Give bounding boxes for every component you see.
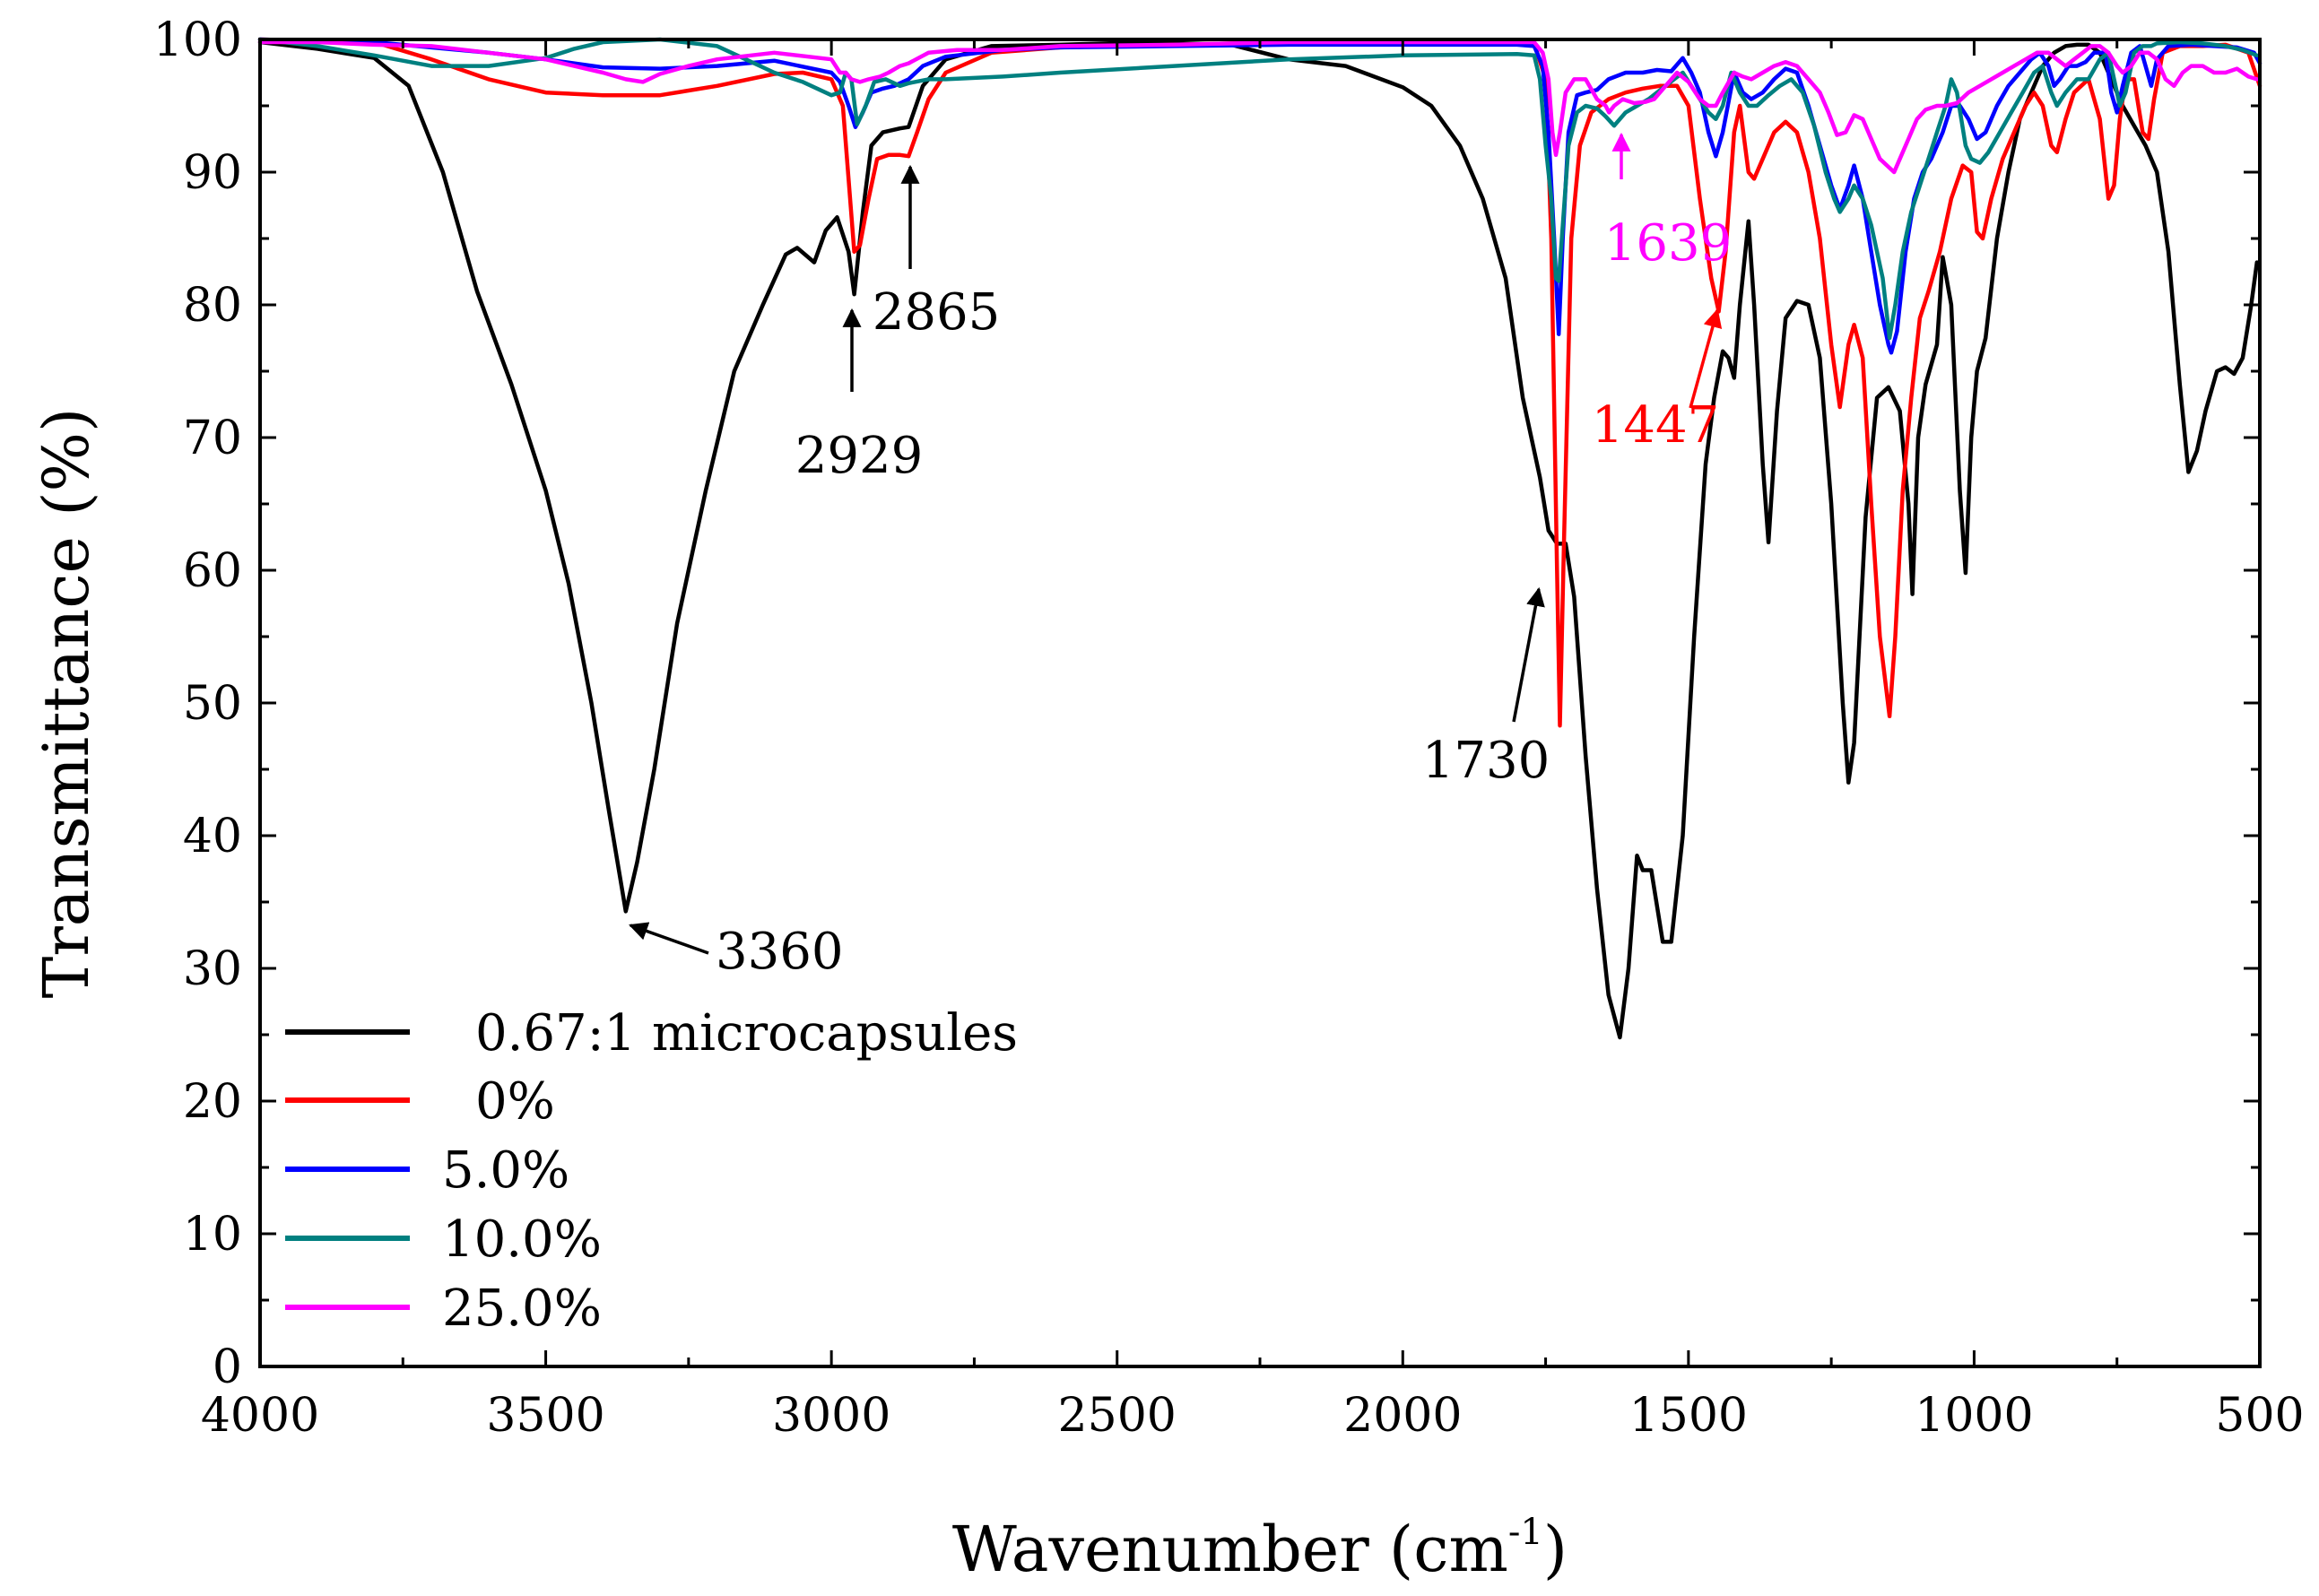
x-tick-label: 2000: [1343, 1389, 1462, 1443]
y-tick-label: 60: [183, 544, 242, 598]
legend-label: 10.0%: [442, 1210, 602, 1269]
annotation-arrow: [629, 922, 709, 955]
y-tick-label: 100: [153, 13, 242, 67]
annotation-arrow: [1512, 586, 1545, 723]
x-tick-label: 3500: [486, 1389, 604, 1443]
y-tick-label: 70: [183, 412, 242, 465]
series-layer: [257, 37, 2263, 1040]
x-tick-label: 1000: [1915, 1389, 2033, 1443]
x-axis-title: Wavenumber (cm-1): [952, 1512, 1568, 1586]
legend-label: 25.0%: [442, 1279, 602, 1338]
y-tick-label: 20: [183, 1075, 242, 1129]
series-line-1: [257, 37, 2263, 728]
annotations-layer: 3360 2929 2865 1730 1639 1447: [629, 132, 1733, 981]
y-tick-label: 40: [183, 810, 242, 863]
series-line-4: [257, 39, 2260, 175]
annotation-arrow: [1689, 308, 1723, 409]
y-tick-label: 0: [213, 1340, 242, 1394]
ticks-layer: 4000 3500 3000 2500 2000 1500 1000 500 0 10 20 30 40…: [153, 13, 2305, 1443]
legend-label: 0.67:1 microcapsules: [475, 1004, 1018, 1063]
legend-label: 0%: [475, 1072, 555, 1131]
y-tick-label: 10: [183, 1208, 242, 1262]
annotation-label: 1639: [1604, 214, 1733, 273]
x-axis-title-sup: -1: [1508, 1512, 1543, 1553]
x-tick-label: 1500: [1629, 1389, 1748, 1443]
annotation-label: 2865: [873, 283, 1001, 342]
annotation-label: 1447: [1592, 396, 1720, 455]
x-tick-label: 2500: [1058, 1389, 1177, 1443]
y-tick-label: 90: [183, 146, 242, 200]
series-line-3: [257, 37, 2260, 341]
y-tick-label: 50: [183, 677, 242, 731]
annotation-label: 2929: [795, 427, 924, 485]
y-tick-label: 80: [183, 279, 242, 333]
x-tick-label: 3000: [772, 1389, 890, 1443]
annotation-label: 1730: [1422, 732, 1550, 790]
x-tick-label: 500: [2215, 1389, 2304, 1443]
y-tick-label: 30: [183, 942, 242, 996]
x-axis-title-main: Wavenumber (cm: [952, 1513, 1508, 1586]
series-line-2: [257, 37, 2263, 355]
legend: 0.67:1 microcapsules 0% 5.0% 10.0% 25.0%: [285, 1004, 1018, 1338]
x-axis-title-close: ): [1543, 1513, 1568, 1586]
annotation-label: 3360: [716, 923, 844, 981]
y-axis-title: Transmittance (%): [30, 408, 103, 999]
x-tick-label: 4000: [201, 1389, 319, 1443]
legend-label: 5.0%: [442, 1141, 569, 1200]
